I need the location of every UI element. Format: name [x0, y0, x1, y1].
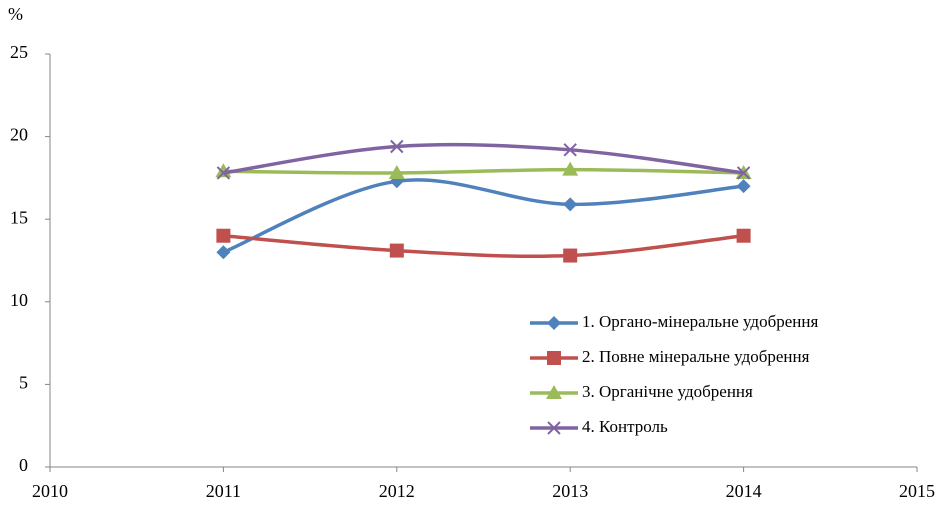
series-line [223, 167, 744, 175]
x-tick-label: 2014 [726, 481, 762, 501]
series-line [222, 178, 744, 254]
marker [390, 139, 404, 154]
marker [736, 179, 751, 194]
legend-label: 3. Органічне удобрення [582, 382, 753, 401]
y-axis-label: % [8, 4, 23, 24]
marker [563, 197, 578, 212]
legend-label: 4. Контроль [582, 417, 668, 436]
marker [563, 143, 577, 157]
x-tick-label: 2015 [899, 481, 935, 501]
y-tick-label: 15 [10, 207, 28, 227]
marker [389, 243, 404, 258]
series-line [223, 233, 744, 259]
marker [563, 248, 578, 263]
series-line [223, 142, 744, 175]
y-tick-label: 0 [19, 455, 28, 475]
marker [562, 161, 579, 176]
x-tick-label: 2013 [552, 481, 588, 501]
x-tick-label: 2012 [379, 481, 415, 501]
y-tick-label: 10 [10, 290, 28, 310]
marker [216, 166, 231, 180]
marker [547, 316, 561, 330]
legend-label: 2. Повне мінеральне удобрення [582, 347, 810, 366]
marker [736, 228, 751, 243]
legend-label: 1. Органо-мінеральне удобрення [582, 312, 818, 331]
y-tick-label: 5 [19, 373, 28, 393]
marker [736, 166, 751, 180]
x-tick-label: 2010 [32, 481, 68, 501]
marker [388, 164, 405, 179]
marker [216, 245, 231, 260]
x-tick-label: 2011 [206, 481, 241, 501]
y-tick-label: 20 [10, 125, 28, 145]
marker [547, 351, 561, 365]
marker [546, 385, 562, 399]
marker [216, 228, 231, 243]
y-tick-label: 25 [10, 42, 28, 62]
marker [547, 421, 561, 435]
